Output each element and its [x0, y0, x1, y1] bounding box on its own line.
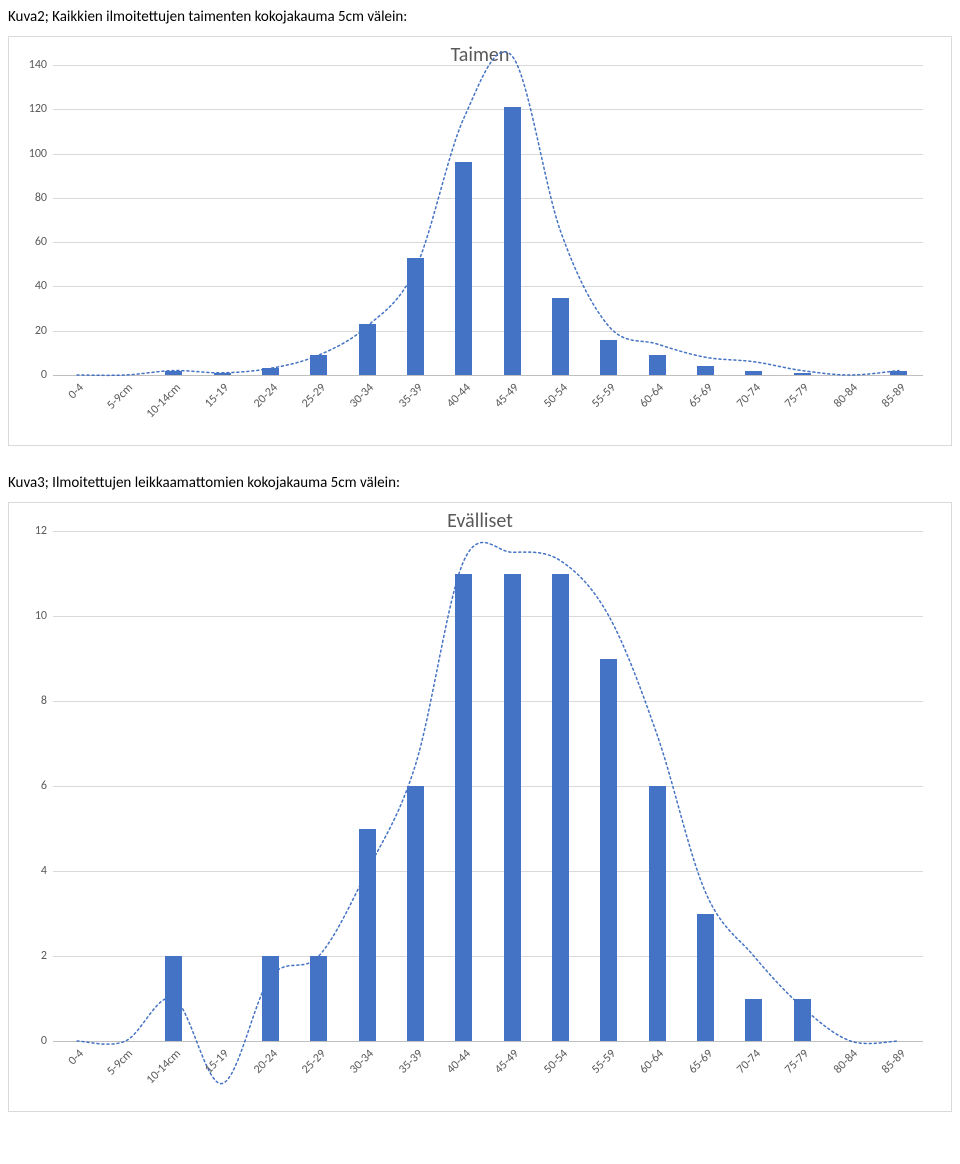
chart2-ytick-label: 12	[17, 524, 47, 538]
chart2-xtick-label: 15-19	[202, 1047, 232, 1077]
chart2-gridline	[53, 1041, 923, 1042]
chart1-xtick-label: 75-79	[782, 381, 812, 411]
chart1-plot: 0204060801001201400-45-9cm10-14cm15-1920…	[19, 47, 889, 357]
chart1-xtick-label: 45-49	[492, 381, 522, 411]
chart1-ytick-label: 100	[17, 147, 47, 161]
chart1-xtick-label: 20-24	[251, 381, 281, 411]
caption-chart1: Kuva2; Kaikkien ilmoitettujen taimenten …	[8, 8, 952, 26]
chart1-xtick-label: 55-59	[589, 381, 619, 411]
chart2-xtick-label: 65-69	[686, 1047, 716, 1077]
chart2-xtick-label: 25-29	[299, 1047, 329, 1077]
chart2-trend-line	[53, 531, 923, 1041]
chart2-xtick-label: 55-59	[589, 1047, 619, 1077]
chart1-ytick-label: 20	[17, 324, 47, 338]
chart2-xtick-label: 20-24	[251, 1047, 281, 1077]
chart1-xtick-label: 60-64	[637, 381, 667, 411]
chart2-ytick-label: 6	[17, 779, 47, 793]
chart2-ytick-label: 2	[17, 949, 47, 963]
chart1-ytick-label: 0	[17, 368, 47, 382]
chart2-xtick-label: 75-79	[782, 1047, 812, 1077]
chart2-xtick-label: 60-64	[637, 1047, 667, 1077]
chart1-xtick-label: 30-34	[347, 381, 377, 411]
chart2-ytick-label: 10	[17, 609, 47, 623]
chart2-xtick-label: 85-89	[879, 1047, 909, 1077]
caption-chart2: Kuva3; Ilmoitettujen leikkaamattomien ko…	[8, 474, 952, 492]
chart2-plot: 0246810120-45-9cm10-14cm15-1920-2425-293…	[19, 513, 889, 1023]
chart1-xtick-label: 85-89	[879, 381, 909, 411]
chart2-ytick-label: 8	[17, 694, 47, 708]
chart2-plot-area: 0246810120-45-9cm10-14cm15-1920-2425-293…	[53, 531, 923, 1041]
chart2-xtick-label: 0-4	[66, 1047, 87, 1068]
chart2-xtick-label: 10-14cm	[144, 1047, 184, 1087]
chart1-xtick-label: 80-84	[831, 381, 861, 411]
chart1-xtick-label: 10-14cm	[144, 381, 184, 421]
chart1-ytick-label: 40	[17, 279, 47, 293]
chart1-xtick-label: 25-29	[299, 381, 329, 411]
chart1-plot-area: 0204060801001201400-45-9cm10-14cm15-1920…	[53, 65, 923, 375]
chart2-xtick-label: 5-9cm	[104, 1047, 135, 1078]
chart2-xtick-label: 40-44	[444, 1047, 474, 1077]
chart1-xtick-label: 15-19	[202, 381, 232, 411]
chart2-ytick-label: 4	[17, 864, 47, 878]
chart1-ytick-label: 60	[17, 235, 47, 249]
chart2-xtick-label: 45-49	[492, 1047, 522, 1077]
chart1-xtick-label: 50-54	[541, 381, 571, 411]
chart2-xtick-label: 30-34	[347, 1047, 377, 1077]
chart1-container: Taimen 0204060801001201400-45-9cm10-14cm…	[8, 36, 952, 446]
chart1-ytick-label: 120	[17, 102, 47, 116]
chart1-xtick-label: 65-69	[686, 381, 716, 411]
chart1-gridline	[53, 375, 923, 376]
chart2-xtick-label: 50-54	[541, 1047, 571, 1077]
chart1-trend-line	[53, 65, 923, 375]
chart2-container: Evälliset 0246810120-45-9cm10-14cm15-192…	[8, 502, 952, 1112]
chart2-xtick-label: 35-39	[396, 1047, 426, 1077]
chart1-xtick-label: 40-44	[444, 381, 474, 411]
chart1-ytick-label: 140	[17, 58, 47, 72]
chart1-xtick-label: 70-74	[734, 381, 764, 411]
chart2-xtick-label: 80-84	[831, 1047, 861, 1077]
chart2-ytick-label: 0	[17, 1034, 47, 1048]
chart1-ytick-label: 80	[17, 191, 47, 205]
chart1-xtick-label: 0-4	[66, 381, 87, 402]
chart2-xtick-label: 70-74	[734, 1047, 764, 1077]
chart1-xtick-label: 5-9cm	[104, 381, 135, 412]
chart1-xtick-label: 35-39	[396, 381, 426, 411]
